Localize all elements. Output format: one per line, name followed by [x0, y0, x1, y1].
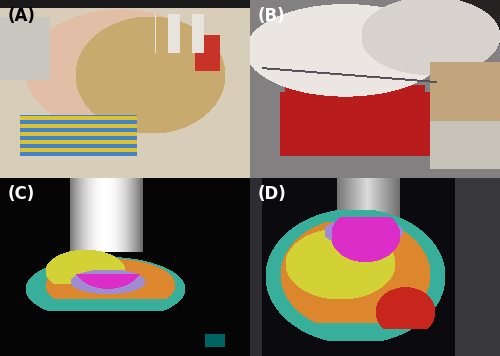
Text: (A): (A) — [8, 7, 36, 25]
Text: (B): (B) — [258, 7, 285, 25]
Text: (D): (D) — [258, 185, 286, 203]
Text: (C): (C) — [8, 185, 35, 203]
